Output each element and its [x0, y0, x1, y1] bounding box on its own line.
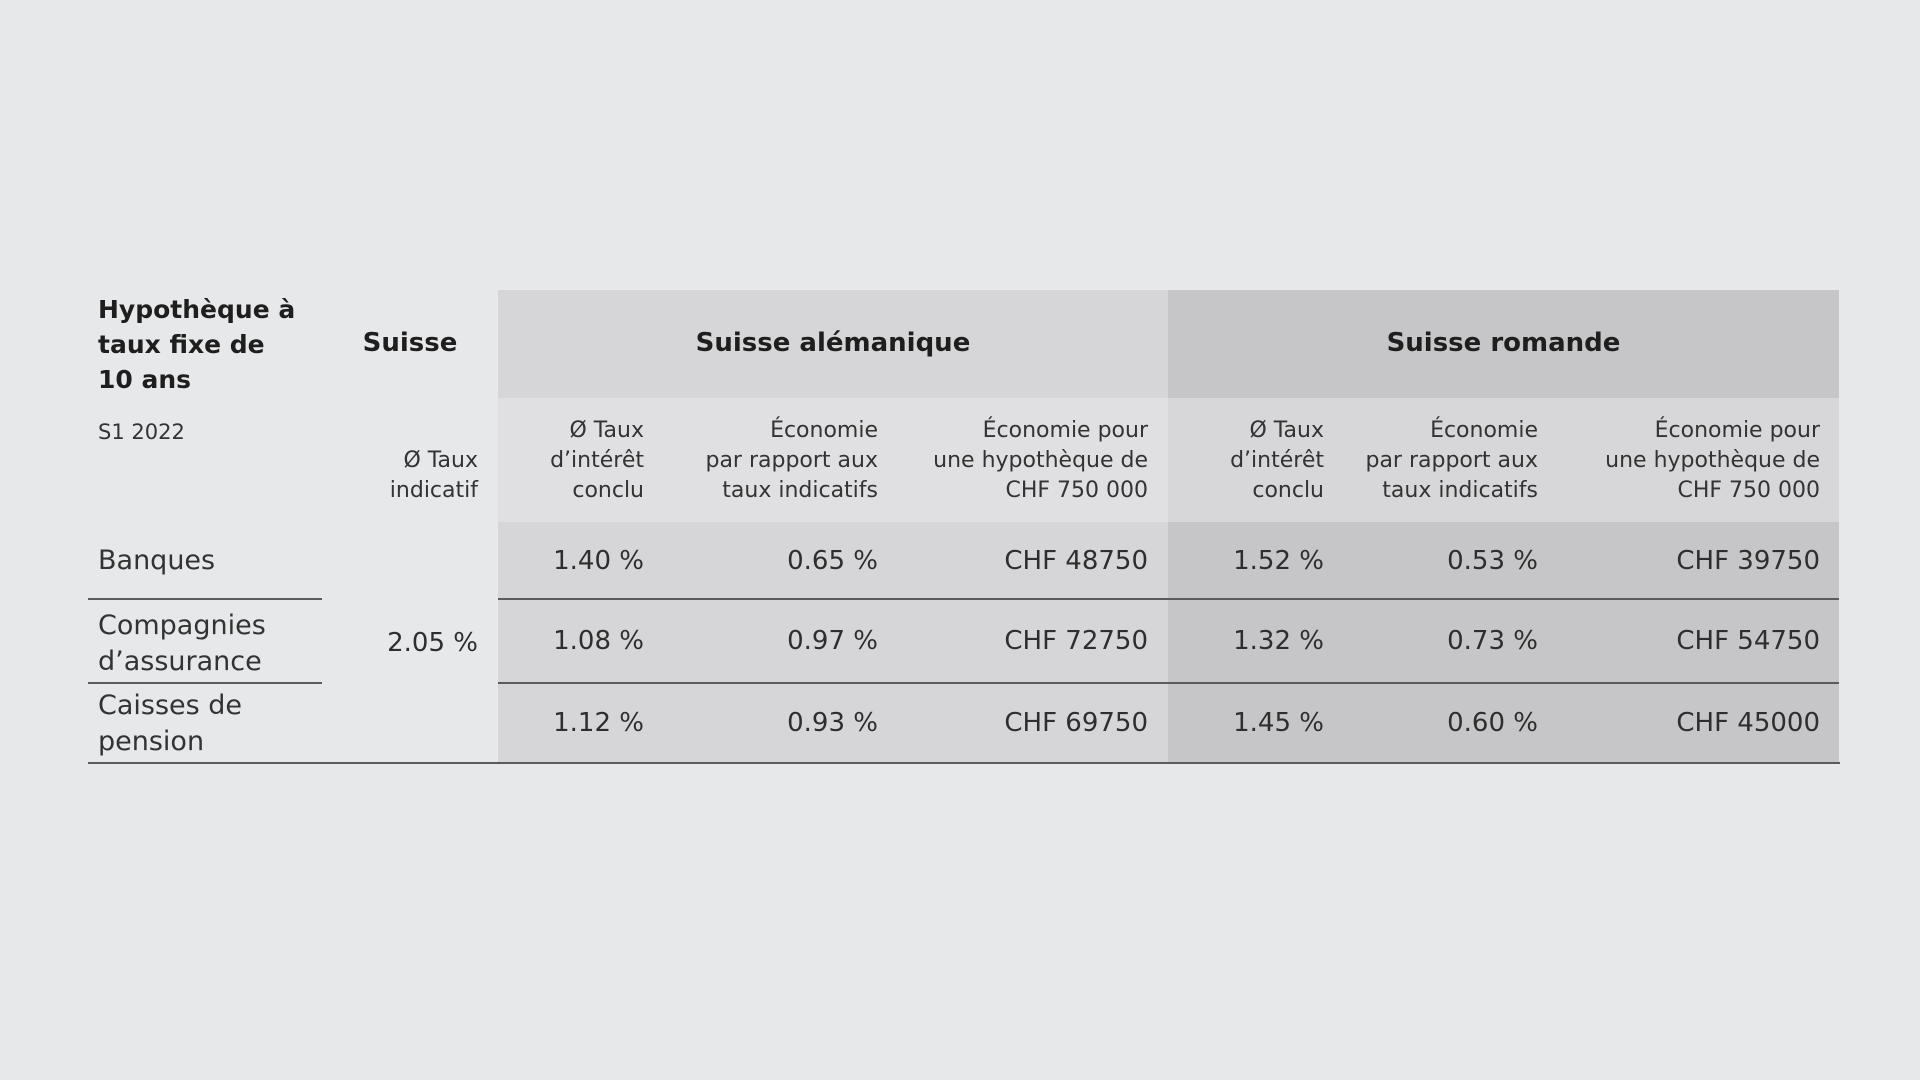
cell-banks-de-rate: 1.40 %	[553, 546, 644, 576]
row-label-insurance: Compagnies d’assurance	[98, 610, 266, 677]
cell-pension-fr-saving-rate: 0.60 %	[1447, 708, 1538, 738]
cell-insurance-de-saving-chf: CHF 72750	[1004, 626, 1148, 656]
table-title: Hypothèque à taux fixe de 10 ans	[98, 295, 296, 394]
row-label-pension-funds: Caisses de pension	[98, 690, 243, 757]
german-swiss-body-band	[498, 522, 1168, 762]
cell-insurance-de-rate: 1.08 %	[553, 626, 644, 656]
row-divider	[498, 682, 1839, 684]
row-divider	[88, 682, 322, 684]
cell-banks-fr-rate: 1.52 %	[1233, 546, 1324, 576]
cell-banks-fr-saving-rate: 0.53 %	[1447, 546, 1538, 576]
cell-banks-de-saving-rate: 0.65 %	[787, 546, 878, 576]
subheader-fr-saving-chf: Économie pour une hypothèque de CHF 750 …	[1605, 418, 1820, 503]
cell-banks-de-saving-chf: CHF 48750	[1004, 546, 1148, 576]
cell-pension-de-saving-chf: CHF 69750	[1004, 708, 1148, 738]
group-header-german-swiss: Suisse alémanique	[695, 328, 971, 358]
cell-banks-fr-saving-chf: CHF 39750	[1676, 546, 1820, 576]
table-bottom-rule	[88, 762, 1840, 764]
period-label: S1 2022	[98, 420, 185, 444]
subheader-de-saving-rate: Économie par rapport aux taux indicatifs	[705, 418, 878, 503]
cell-pension-de-rate: 1.12 %	[553, 708, 644, 738]
cell-pension-de-saving-rate: 0.93 %	[787, 708, 878, 738]
subheader-de-rate: Ø Taux d’intérêt conclu	[550, 418, 644, 503]
subheader-fr-saving-rate: Économie par rapport aux taux indicatifs	[1365, 418, 1538, 503]
french-swiss-body-band	[1168, 522, 1839, 762]
subheader-indicative-rate: Ø Taux indicatif	[389, 448, 478, 503]
cell-insurance-fr-saving-rate: 0.73 %	[1447, 626, 1538, 656]
cell-pension-fr-saving-chf: CHF 45000	[1676, 708, 1820, 738]
cell-insurance-fr-rate: 1.32 %	[1233, 626, 1324, 656]
row-divider	[88, 598, 322, 600]
cell-pension-fr-rate: 1.45 %	[1233, 708, 1324, 738]
french-swiss-subheader-band	[1168, 398, 1839, 522]
cell-insurance-fr-saving-chf: CHF 54750	[1676, 626, 1820, 656]
subheader-fr-rate: Ø Taux d’intérêt conclu	[1230, 418, 1324, 503]
swiss-indicative-rate-value: 2.05 %	[387, 628, 478, 658]
group-header-french-swiss: Suisse romande	[1386, 328, 1621, 358]
row-divider	[498, 598, 1839, 600]
row-label-banks: Banques	[98, 545, 216, 576]
german-swiss-header-band	[498, 290, 1168, 398]
french-swiss-header-band	[1168, 290, 1839, 398]
swiss-column-header: Suisse	[362, 328, 458, 358]
cell-insurance-de-saving-rate: 0.97 %	[787, 626, 878, 656]
subheader-de-saving-chf: Économie pour une hypothèque de CHF 750 …	[933, 418, 1148, 503]
german-swiss-subheader-band	[498, 398, 1168, 522]
